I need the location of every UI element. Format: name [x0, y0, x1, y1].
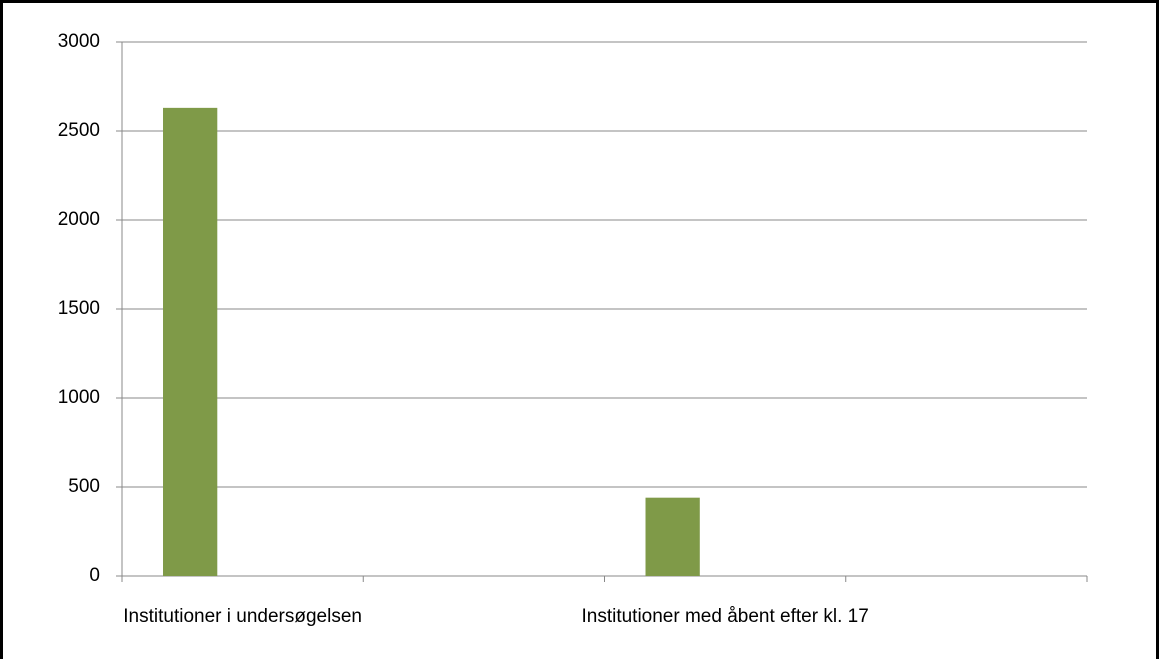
y-tick-label: 2500: [58, 120, 100, 141]
x-tick-label: Institutioner i undersøgelsen: [123, 606, 362, 627]
y-tick-label: 1000: [58, 387, 100, 408]
bar: [163, 107, 218, 577]
y-tick-label: 500: [68, 476, 100, 497]
y-tick-label: 2000: [58, 209, 100, 230]
y-tick-label: 3000: [58, 31, 100, 52]
y-tick-label: 0: [89, 565, 100, 586]
bar: [645, 497, 700, 576]
y-tick-label: 1500: [58, 298, 100, 319]
x-tick-label: Institutioner med åbent efter kl. 17: [581, 606, 868, 627]
